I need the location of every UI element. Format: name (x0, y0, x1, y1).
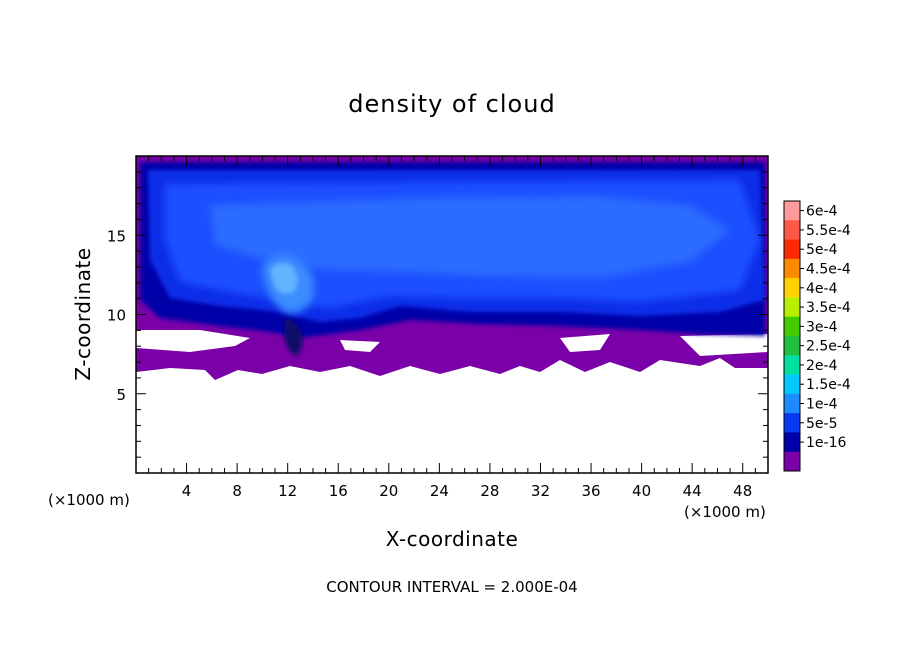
colorbar-label: 5e-4 (806, 242, 838, 258)
colorbar-swatch (784, 374, 800, 395)
x-tick-label: 24 (430, 482, 449, 500)
cloud-hole (136, 330, 250, 352)
chart-title: density of cloud (348, 90, 555, 118)
colorbar-label: 2e-4 (806, 358, 838, 374)
y-axis-label: Z-coordinate (71, 247, 95, 380)
colorbar-swatch (784, 316, 800, 337)
cloud-hole (560, 334, 610, 352)
x-axis: 4 8 12 16 20 24 28 32 36 40 44 48 (148, 156, 756, 500)
colorbar-label: 1.5e-4 (806, 377, 851, 393)
x-tick-label: 4 (182, 482, 192, 500)
level-1e-4-inner (210, 196, 730, 278)
x-tick-label: 48 (733, 482, 752, 500)
colorbar-swatch (784, 393, 800, 414)
dark-updraft-column (284, 318, 303, 356)
colorbar: 6e-4 5.5e-4 5e-4 4.5e-4 4e-4 3.5e-4 3e-4 2.5e-4… (783, 200, 851, 472)
colorbar-swatch (784, 278, 800, 298)
colorbar-swatch (784, 220, 800, 241)
colorbar-label: 5e-5 (806, 416, 837, 432)
cloud-hole (680, 334, 768, 356)
colorbar-label: 2.5e-4 (806, 339, 851, 355)
cloud-hole (340, 340, 380, 352)
x-axis-label: X-coordinate (386, 527, 519, 551)
colorbar-swatch (784, 336, 800, 356)
x-tick-label: 36 (581, 482, 600, 500)
x-tick-label: 40 (632, 482, 651, 500)
colorbar-swatch (784, 239, 800, 260)
colorbar-swatch (784, 201, 800, 221)
colorbar-label: 3.5e-4 (806, 300, 851, 316)
colorbar-label: 5.5e-4 (806, 223, 851, 239)
y-axis: 5 10 15 (107, 171, 768, 458)
x-tick-label: 8 (232, 482, 242, 500)
colorbar-swatch (784, 451, 800, 472)
x-tick-label: 28 (480, 482, 499, 500)
colorbar-label: 1e-16 (806, 435, 846, 451)
colorbar-swatch (784, 413, 800, 433)
colorbar-label: 6e-4 (806, 204, 838, 220)
x-tick-label: 44 (683, 482, 702, 500)
y-tick-label: 15 (107, 227, 126, 245)
x-tick-label: 16 (329, 482, 348, 500)
x-unit-label: (×1000 m) (684, 503, 766, 521)
x-tick-label: 12 (278, 482, 297, 500)
contour-interval-note: CONTOUR INTERVAL = 2.000E-04 (326, 578, 577, 596)
colorbar-swatch (784, 432, 800, 453)
x-tick-label: 20 (379, 482, 398, 500)
y-tick-label: 10 (107, 307, 126, 325)
colorbar-label: 4.5e-4 (806, 262, 851, 278)
colorbar-swatch (784, 258, 800, 279)
contour-field (136, 156, 768, 473)
colorbar-label: 1e-4 (806, 397, 838, 413)
level-1-5e-4-core (270, 262, 298, 294)
y-tick-label: 5 (116, 386, 126, 404)
colorbar-swatch (784, 297, 800, 318)
x-tick-label: 32 (531, 482, 550, 500)
colorbar-frame (783, 200, 801, 472)
colorbar-label: 4e-4 (806, 281, 838, 297)
y-unit-label: (×1000 m) (48, 491, 130, 509)
colorbar-label: 3e-4 (806, 319, 838, 335)
colorbar-swatch (784, 355, 800, 376)
